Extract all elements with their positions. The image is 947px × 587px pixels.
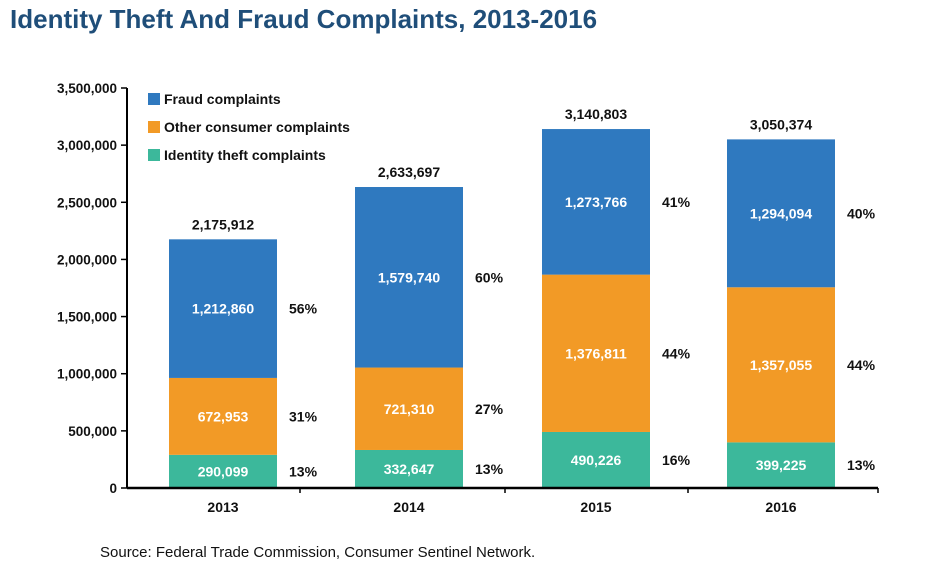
x-tick-label: 2013 <box>207 499 238 515</box>
legend-label: Other consumer complaints <box>164 119 350 135</box>
total-label: 2,175,912 <box>192 216 254 232</box>
legend-swatch <box>148 121 160 133</box>
percent-label: 60% <box>475 269 504 285</box>
bar-segment <box>355 449 463 488</box>
y-tick-label: 500,000 <box>68 424 117 439</box>
bar-value-label: 1,376,811 <box>565 345 627 361</box>
percent-label: 13% <box>475 461 504 477</box>
bar-segment <box>542 431 650 488</box>
x-tick-label: 2015 <box>580 499 611 515</box>
bar-value-label: 332,647 <box>384 461 435 477</box>
total-label: 3,050,374 <box>750 116 812 132</box>
percent-label: 44% <box>847 357 876 373</box>
source-note: Source: Federal Trade Commission, Consum… <box>100 544 536 561</box>
bar-segment <box>727 442 835 488</box>
y-tick-label: 1,000,000 <box>57 367 117 382</box>
bar-segment <box>355 187 463 368</box>
bar-value-label: 1,273,766 <box>565 194 627 210</box>
y-tick-label: 2,500,000 <box>57 195 117 210</box>
percent-label: 27% <box>475 401 504 417</box>
bar-value-label: 1,212,860 <box>192 301 254 317</box>
percent-label: 41% <box>662 194 691 210</box>
y-tick-label: 0 <box>109 481 117 496</box>
percent-label: 16% <box>662 452 691 468</box>
y-tick-label: 3,000,000 <box>57 138 117 153</box>
bar-segment <box>542 274 650 432</box>
legend-swatch <box>148 93 160 105</box>
chart-title: Identity Theft And Fraud Complaints, 201… <box>10 4 598 34</box>
bar-segment <box>355 367 463 450</box>
legend-label: Identity theft complaints <box>164 147 326 163</box>
y-tick-label: 3,500,000 <box>57 81 117 96</box>
bar-segment <box>169 454 277 488</box>
percent-label: 56% <box>289 301 318 317</box>
bar-segment <box>727 287 835 443</box>
x-tick-label: 2014 <box>393 499 424 515</box>
bar-segment <box>542 129 650 275</box>
bar-segment <box>169 239 277 378</box>
bar-value-label: 290,099 <box>198 463 249 479</box>
bar-value-label: 1,357,055 <box>750 357 812 373</box>
bar-value-label: 1,294,094 <box>750 205 812 221</box>
percent-label: 40% <box>847 205 876 221</box>
percent-label: 13% <box>289 463 318 479</box>
bar-segment <box>727 139 835 288</box>
x-tick-label: 2016 <box>765 499 796 515</box>
legend-label: Fraud complaints <box>164 91 281 107</box>
y-tick-label: 1,500,000 <box>57 310 117 325</box>
bar-segment <box>169 377 277 455</box>
bar-value-label: 1,579,740 <box>378 269 440 285</box>
percent-label: 44% <box>662 345 691 361</box>
bar-value-label: 721,310 <box>384 401 435 417</box>
total-label: 3,140,803 <box>565 106 627 122</box>
bar-value-label: 399,225 <box>756 457 807 473</box>
bar-value-label: 490,226 <box>571 452 622 468</box>
bar-value-label: 672,953 <box>198 408 249 424</box>
legend-swatch <box>148 149 160 161</box>
y-tick-label: 2,000,000 <box>57 252 117 267</box>
percent-label: 31% <box>289 408 318 424</box>
total-label: 2,633,697 <box>378 164 440 180</box>
percent-label: 13% <box>847 457 876 473</box>
